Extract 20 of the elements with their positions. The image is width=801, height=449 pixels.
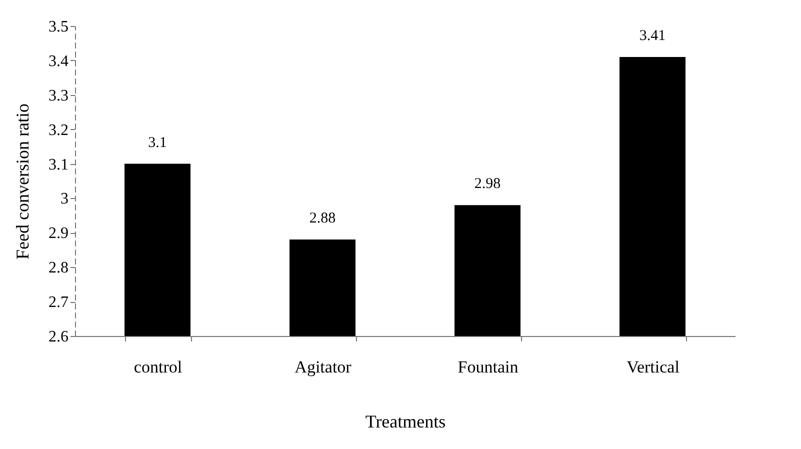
- data-label: 2.88: [309, 210, 336, 227]
- y-axis-title: Feed conversion ratio: [12, 104, 32, 260]
- x-axis-title: Treatments: [365, 412, 446, 432]
- data-label: 3.41: [639, 28, 666, 44]
- y-tick-label: 3.2: [48, 122, 68, 139]
- x-tick-label: Agitator: [294, 358, 352, 376]
- y-tick-label: 3.1: [48, 156, 68, 174]
- x-tick-label: Vertical: [626, 358, 680, 376]
- y-tick-label: 2.8: [48, 260, 68, 277]
- y-tick-label: 3.5: [48, 18, 68, 36]
- x-tick-label: Fountain: [458, 358, 519, 376]
- y-tick-label: 2.9: [48, 225, 68, 242]
- data-label: 3.1: [148, 134, 167, 151]
- y-tick-label: 3: [60, 190, 68, 208]
- y-tick-label: 2.7: [48, 294, 68, 312]
- data-label: 2.98: [474, 176, 501, 192]
- y-tick-label: 3.3: [48, 87, 68, 104]
- y-tick-label: 2.6: [48, 328, 68, 346]
- y-tick-label: 3.4: [48, 52, 68, 70]
- x-tick-label: control: [134, 358, 182, 376]
